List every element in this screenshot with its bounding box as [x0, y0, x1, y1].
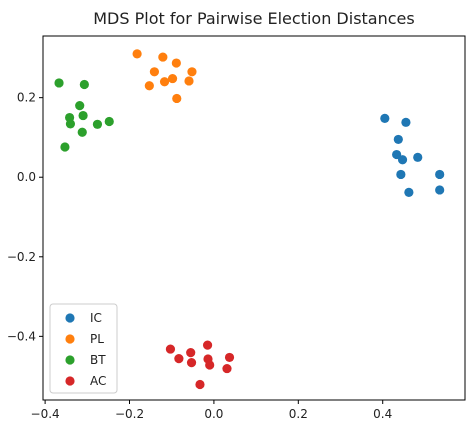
series-ic — [380, 113, 445, 197]
series-ac — [165, 340, 235, 390]
point-bt-9 — [60, 142, 70, 152]
legend-marker-ac — [65, 376, 75, 386]
point-ac-0 — [202, 340, 213, 350]
point-bt-4 — [78, 110, 88, 121]
point-bt-5 — [65, 119, 76, 129]
point-pl-3 — [149, 67, 160, 77]
series-pl — [132, 49, 197, 104]
legend-label-bt: BT — [90, 353, 106, 367]
point-pl-0 — [132, 49, 142, 59]
plot-frame — [42, 35, 466, 401]
x-tick-label: 0.4 — [373, 407, 392, 421]
point-ic-4 — [397, 155, 408, 165]
point-ac-6 — [186, 358, 197, 368]
point-ic-2 — [393, 134, 403, 145]
y-tick-label: −0.2 — [7, 250, 36, 264]
legend-label-ic: IC — [90, 311, 102, 325]
legend-box — [49, 303, 118, 394]
point-ac-8 — [222, 363, 232, 374]
x-tick-label: −0.2 — [115, 407, 144, 421]
legend-marker-bt — [65, 355, 75, 365]
point-bt-1 — [79, 79, 89, 90]
point-ic-1 — [401, 117, 411, 127]
point-ic-3 — [392, 149, 402, 160]
point-ac-3 — [174, 354, 184, 364]
legend-marker-ic — [65, 313, 75, 323]
point-ac-1 — [165, 344, 176, 354]
point-ac-2 — [186, 348, 196, 358]
point-pl-5 — [167, 73, 178, 84]
point-bt-6 — [92, 119, 103, 129]
point-ic-8 — [435, 185, 445, 195]
y-tick-label: −0.4 — [7, 329, 36, 343]
point-ac-7 — [205, 360, 215, 370]
legend: IC PL BT AC — [49, 303, 118, 394]
chart-title: MDS Plot for Pairwise Election Distances — [93, 9, 414, 28]
point-pl-9 — [172, 93, 182, 104]
point-ac-9 — [195, 379, 205, 390]
series-bt — [54, 78, 114, 152]
point-pl-4 — [159, 77, 170, 87]
y-tick-label: 0.2 — [17, 91, 36, 105]
point-ic-5 — [413, 152, 423, 162]
point-bt-8 — [77, 127, 87, 137]
point-bt-0 — [54, 78, 64, 88]
legend-label-ac: AC — [90, 374, 106, 388]
point-ic-6 — [396, 169, 406, 180]
point-pl-1 — [158, 52, 168, 62]
legend-label-pl: PL — [90, 332, 104, 346]
x-tick-label: 0.2 — [289, 407, 308, 421]
point-bt-2 — [75, 101, 85, 111]
point-pl-8 — [144, 81, 154, 91]
point-bt-7 — [104, 116, 114, 127]
point-ic-9 — [404, 187, 414, 197]
y-tick-label: 0.0 — [17, 170, 36, 184]
x-tick-label: −0.4 — [31, 407, 60, 421]
legend-marker-pl — [65, 334, 75, 344]
point-ic-0 — [380, 113, 390, 123]
x-tick-label: 0.0 — [204, 407, 223, 421]
point-pl-7 — [184, 76, 194, 86]
point-ac-4 — [224, 352, 235, 363]
point-pl-6 — [187, 67, 197, 77]
point-ic-7 — [435, 169, 445, 180]
point-pl-2 — [171, 58, 181, 68]
